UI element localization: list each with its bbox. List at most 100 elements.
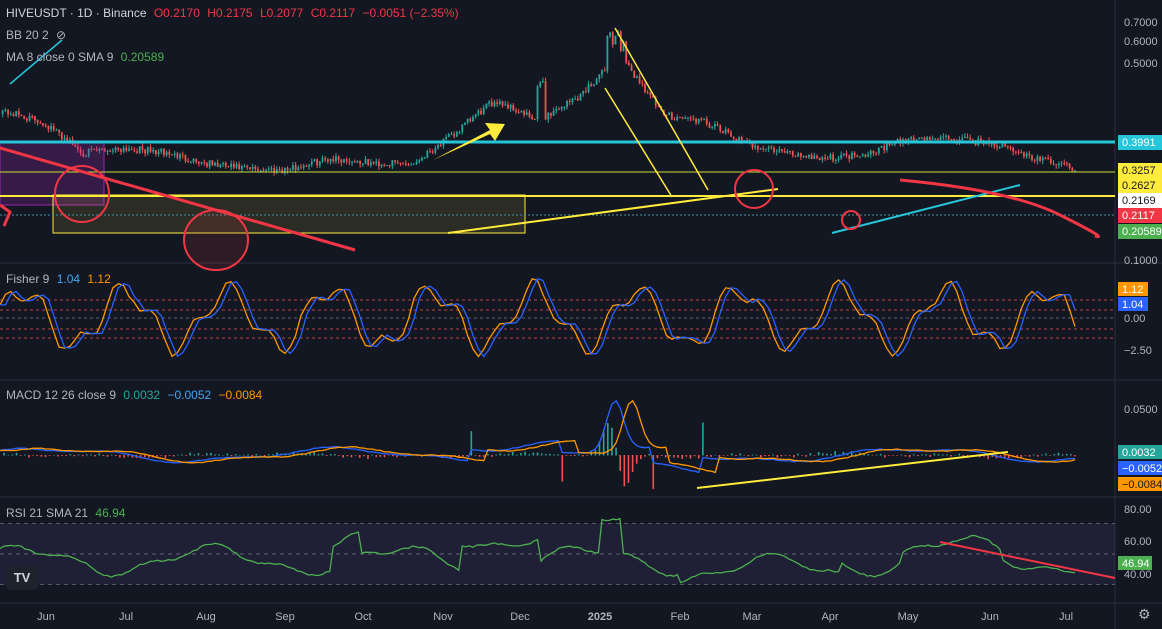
candle-body (184, 155, 187, 161)
candle-body (875, 153, 878, 155)
fisher-indicator-label[interactable]: Fisher 9 1.04 1.12 (6, 272, 115, 286)
candle-body (622, 41, 625, 51)
candle-body (783, 151, 786, 153)
candle-body (576, 98, 579, 101)
candle-body (410, 164, 413, 166)
candle-body (826, 158, 829, 160)
candle-body (517, 111, 520, 113)
candle-body (971, 139, 974, 141)
macd-histogram-bar (292, 451, 295, 456)
candle-body (945, 135, 947, 137)
candle-body (609, 32, 611, 36)
price-axis-tick-label: 0.6000 (1124, 36, 1158, 48)
macd-histogram-bar (57, 455, 59, 457)
macd-histogram-bar (722, 455, 725, 456)
macd-histogram-bar (449, 455, 452, 459)
candle-body (1012, 147, 1015, 152)
macd-histogram-bar (313, 452, 316, 456)
candle-body (1031, 155, 1033, 160)
candle-body (39, 122, 42, 124)
macd-histogram-bar (838, 454, 841, 456)
candle-body (60, 132, 63, 140)
candle-body (343, 159, 345, 163)
candle-body (412, 163, 415, 165)
candle-body (273, 168, 276, 173)
candle-body (1025, 153, 1028, 157)
candle-body (9, 114, 12, 116)
macd-histogram-bar (239, 454, 241, 456)
bb-label: BB 20 2 (6, 28, 49, 42)
candle-body (120, 149, 122, 152)
macd-histogram-bar (677, 455, 679, 458)
candle-body (918, 137, 921, 140)
macd-histogram-bar (606, 423, 609, 456)
eye-off-icon[interactable]: ⊘ (56, 28, 67, 42)
candle-body (719, 125, 722, 131)
candle-body (359, 160, 362, 165)
candle-body (931, 138, 934, 140)
tradingview-logo[interactable]: TV (6, 566, 38, 590)
candle-body (431, 151, 434, 153)
candle-body (1066, 163, 1068, 165)
candle-body (106, 150, 109, 152)
candle-body (238, 164, 241, 170)
gear-icon[interactable]: ⚙ (1138, 606, 1151, 622)
candle-body (93, 148, 95, 150)
candle-body (144, 149, 147, 154)
candle-body (687, 117, 689, 119)
candle-body (851, 152, 853, 159)
rsi-red-trendline (939, 541, 1116, 579)
macd-histogram-bar (181, 454, 183, 456)
yellow-channel-top (614, 27, 709, 191)
macd-histogram-bar (817, 452, 820, 456)
bb-indicator-label[interactable]: BB 20 2 ⊘ (6, 28, 70, 42)
open-value: O0.2170 (153, 6, 200, 20)
candle-body (437, 144, 439, 149)
price-tag-bg (1118, 178, 1162, 193)
candle-body (797, 153, 800, 157)
candle-body (786, 150, 789, 153)
candle-body (670, 112, 673, 120)
candle-body (82, 153, 85, 157)
price-tag-bg (1118, 224, 1162, 239)
macd-histogram-bar (86, 454, 88, 456)
macd-histogram-bar (821, 453, 824, 456)
candle-body (313, 159, 316, 162)
macd-histogram-bar (272, 454, 274, 456)
price-tag-bg (1118, 163, 1162, 178)
time-axis-tick-label: Aug (196, 611, 216, 623)
symbol-name[interactable]: HIVEUSDT · 1D · Binance (6, 6, 147, 20)
macd-histogram-bar (830, 454, 832, 456)
rsi-indicator-label[interactable]: RSI 21 SMA 21 46.94 (6, 506, 129, 520)
candle-body (515, 110, 517, 112)
macd-histogram-bar (90, 454, 92, 456)
candle-body (429, 151, 431, 153)
macd-histogram-bar (363, 455, 365, 457)
candle-body (689, 117, 692, 119)
macd-histogram-bar (565, 455, 568, 456)
macd-histogram-bar (379, 455, 382, 457)
macd-histogram-bar (346, 455, 349, 457)
candle-body (547, 112, 550, 120)
macd-histogram-bar (338, 455, 340, 456)
ma-indicator-label[interactable]: MA 8 close 0 SMA 9 0.20589 (6, 50, 168, 64)
candle-body (1049, 158, 1052, 164)
candle-body (896, 138, 899, 142)
candle-body (566, 101, 568, 107)
macd-histogram-bar (11, 454, 14, 456)
candle-body (834, 159, 837, 161)
candle-body (1, 110, 4, 115)
candle-body (447, 134, 450, 137)
candle-body (63, 137, 66, 140)
candle-body (533, 118, 536, 120)
time-axis-tick-label: Feb (671, 611, 690, 623)
candle-body (754, 145, 757, 148)
macd-histogram-bar (958, 453, 961, 456)
price-tag-label: 0.2169 (1122, 195, 1156, 207)
macd-indicator-label[interactable]: MACD 12 26 close 9 0.0032 −0.0052 −0.008… (6, 388, 266, 402)
candle-body (845, 153, 848, 156)
candle-body (818, 157, 821, 160)
macd-histogram-bar (544, 453, 547, 456)
candle-body (993, 143, 996, 147)
